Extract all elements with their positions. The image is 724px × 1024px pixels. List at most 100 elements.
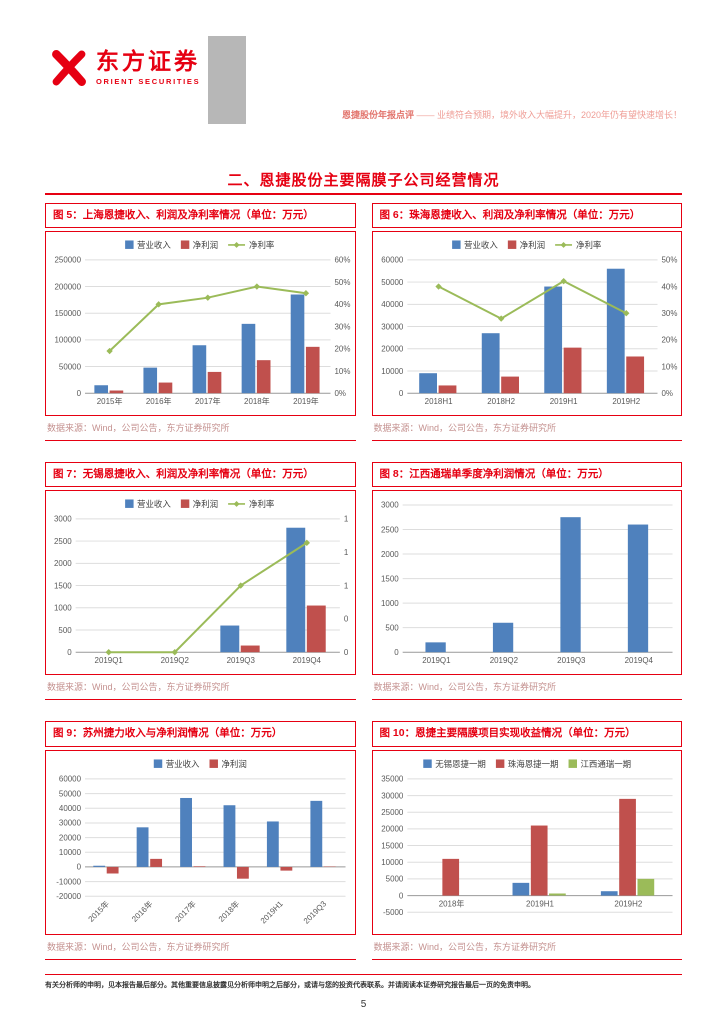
chart-svg: 0 500 1000 1500 2000 2500 3000 0 0 1 1 1 2019Q1 2019Q… — [54, 499, 349, 666]
svg-text:2019Q4: 2019Q4 — [293, 657, 322, 666]
svg-text:2017年: 2017年 — [195, 396, 221, 406]
svg-text:0: 0 — [77, 389, 82, 398]
report-type-label: 恩捷股份年报点评 — [341, 110, 414, 121]
svg-text:2019H1: 2019H1 — [549, 397, 577, 406]
svg-text:2019Q3: 2019Q3 — [302, 898, 329, 925]
svg-text:30%: 30% — [334, 322, 350, 331]
figure-5-source: 数据来源：Wind，公司公告，东方证券研究所 — [45, 416, 356, 442]
figure-5: 图 5：上海恩捷收入、利润及净利率情况（单位：万元） 0 50000 100000 1… — [45, 203, 356, 442]
figure-10-chart: -5000 0 5000 10000 15000 20000 25000 30000 35000… — [371, 749, 682, 935]
svg-text:2019Q2: 2019Q2 — [489, 657, 518, 666]
svg-text:0: 0 — [398, 891, 403, 900]
svg-text:5000: 5000 — [385, 874, 403, 883]
svg-text:30000: 30000 — [381, 791, 404, 800]
chart-svg: 0 50000 100000 150000 200000 250000 0% 10% 20% 30… — [54, 240, 350, 406]
figure-10: 图 10：恩捷主要隔膜项目实现收益情况（单位：万元） -5000 0 5000 100… — [371, 721, 682, 960]
svg-text:0: 0 — [398, 389, 403, 398]
svg-text:1000: 1000 — [380, 599, 398, 608]
svg-text:25000: 25000 — [381, 808, 404, 817]
svg-text:200000: 200000 — [54, 282, 81, 291]
svg-text:10%: 10% — [661, 362, 677, 371]
svg-text:净利率: 净利率 — [576, 240, 602, 250]
svg-text:2019Q2: 2019Q2 — [161, 657, 190, 666]
page-number: 5 — [360, 999, 367, 1010]
svg-text:500: 500 — [58, 626, 72, 635]
figures-grid: 图 5：上海恩捷收入、利润及净利率情况（单位：万元） 0 50000 100000 1… — [45, 203, 682, 960]
figure-7-title: 图 7：无锡恩捷收入、利润及净利率情况（单位：万元） — [45, 462, 356, 488]
svg-text:2500: 2500 — [380, 526, 398, 535]
figure-7-chart: 0 500 1000 1500 2000 2500 3000 0 0 1 1 1 2019Q1 2019Q… — [45, 490, 356, 676]
svg-text:20000: 20000 — [59, 833, 82, 842]
figure-5-title: 图 5：上海恩捷收入、利润及净利率情况（单位：万元） — [45, 203, 356, 229]
svg-text:50%: 50% — [334, 278, 350, 287]
svg-text:净利率: 净利率 — [249, 240, 275, 250]
svg-text:15000: 15000 — [381, 841, 404, 850]
svg-text:0: 0 — [394, 648, 399, 657]
svg-text:江西通瑞一期: 江西通瑞一期 — [580, 759, 631, 769]
svg-text:2016年: 2016年 — [146, 396, 172, 406]
svg-text:2017年: 2017年 — [173, 898, 198, 923]
svg-text:2019年: 2019年 — [293, 396, 319, 406]
svg-text:2019Q3: 2019Q3 — [227, 657, 256, 666]
svg-text:-5000: -5000 — [383, 908, 404, 917]
figure-6: 图 6：珠海恩捷收入、利润及净利率情况（单位：万元） 0 10000 20000 30… — [371, 203, 682, 442]
figure-6-source: 数据来源：Wind，公司公告，东方证券研究所 — [371, 416, 682, 442]
svg-text:2018H1: 2018H1 — [424, 397, 452, 406]
svg-text:50000: 50000 — [59, 362, 82, 371]
svg-text:0: 0 — [344, 615, 349, 624]
svg-text:60%: 60% — [334, 256, 350, 265]
svg-text:2019Q1: 2019Q1 — [95, 657, 124, 666]
svg-text:珠海恩捷一期: 珠海恩捷一期 — [507, 759, 558, 769]
svg-text:1000: 1000 — [54, 604, 72, 613]
svg-text:60000: 60000 — [381, 256, 404, 265]
figure-9: 图 9：苏州捷力收入与净利润情况（单位：万元） -20000 -10000 0 100… — [45, 721, 356, 960]
figure-10-source: 数据来源：Wind，公司公告，东方证券研究所 — [371, 935, 682, 960]
chart-svg: 0 10000 20000 30000 40000 50000 60000 0% 10% 20% 3… — [381, 240, 677, 406]
svg-text:100000: 100000 — [54, 336, 81, 345]
svg-text:2019H2: 2019H2 — [614, 899, 642, 908]
logo-english-name: ORIENT SECURITIES — [96, 77, 201, 86]
svg-text:30000: 30000 — [381, 322, 404, 331]
svg-text:营业收入: 营业收入 — [137, 499, 171, 509]
svg-text:3000: 3000 — [380, 501, 398, 510]
svg-text:40000: 40000 — [59, 804, 82, 813]
svg-text:30%: 30% — [661, 309, 677, 318]
svg-text:净利润: 净利润 — [193, 499, 218, 509]
logo-icon — [52, 50, 86, 86]
svg-text:0: 0 — [344, 648, 349, 657]
svg-text:40%: 40% — [661, 282, 677, 291]
svg-text:20%: 20% — [661, 336, 677, 345]
svg-text:净利润: 净利润 — [519, 240, 544, 250]
svg-text:10000: 10000 — [59, 848, 82, 857]
svg-text:营业收入: 营业收入 — [464, 240, 498, 250]
svg-text:2000: 2000 — [54, 559, 72, 568]
svg-text:净利率: 净利率 — [249, 499, 275, 509]
svg-text:0: 0 — [67, 648, 72, 657]
svg-text:营业收入: 营业收入 — [137, 240, 171, 250]
svg-text:2015年: 2015年 — [86, 898, 111, 923]
svg-text:20000: 20000 — [381, 345, 404, 354]
svg-text:50000: 50000 — [59, 789, 82, 798]
svg-text:10000: 10000 — [381, 367, 404, 376]
svg-text:净利润: 净利润 — [193, 240, 218, 250]
svg-text:2018年: 2018年 — [244, 396, 270, 406]
figure-6-title: 图 6：珠海恩捷收入、利润及净利率情况（单位：万元） — [371, 203, 682, 229]
figure-7: 图 7：无锡恩捷收入、利润及净利率情况（单位：万元） 0 500 1000 1500 2… — [45, 462, 356, 701]
svg-text:10000: 10000 — [381, 858, 404, 867]
chart-svg: 0 500 1000 1500 2000 2500 3000 2019Q1 2019Q2 2019… — [380, 501, 673, 666]
svg-text:2019H1: 2019H1 — [526, 899, 554, 908]
svg-text:无锡恩捷一期: 无锡恩捷一期 — [435, 759, 486, 769]
logo-chinese-name: 东方证券 — [96, 48, 200, 74]
svg-text:净利润: 净利润 — [221, 759, 246, 769]
page-footer: 有关分析师的申明，见本报告最后部分。其他重要信息披露见分析师申明之后部分，或请与… — [45, 974, 682, 1010]
figure-9-source: 数据来源：Wind，公司公告，东方证券研究所 — [45, 935, 356, 960]
svg-text:30000: 30000 — [59, 818, 82, 827]
svg-text:0%: 0% — [661, 389, 673, 398]
figure-9-chart: -20000 -10000 0 10000 20000 30000 40000 50000 60… — [45, 749, 356, 935]
svg-text:-10000: -10000 — [56, 877, 81, 886]
logo-text: 东方证券 ORIENT SECURITIES — [96, 48, 201, 87]
svg-text:2000: 2000 — [380, 550, 398, 559]
svg-text:10%: 10% — [334, 367, 350, 376]
svg-text:2018年: 2018年 — [438, 898, 464, 908]
